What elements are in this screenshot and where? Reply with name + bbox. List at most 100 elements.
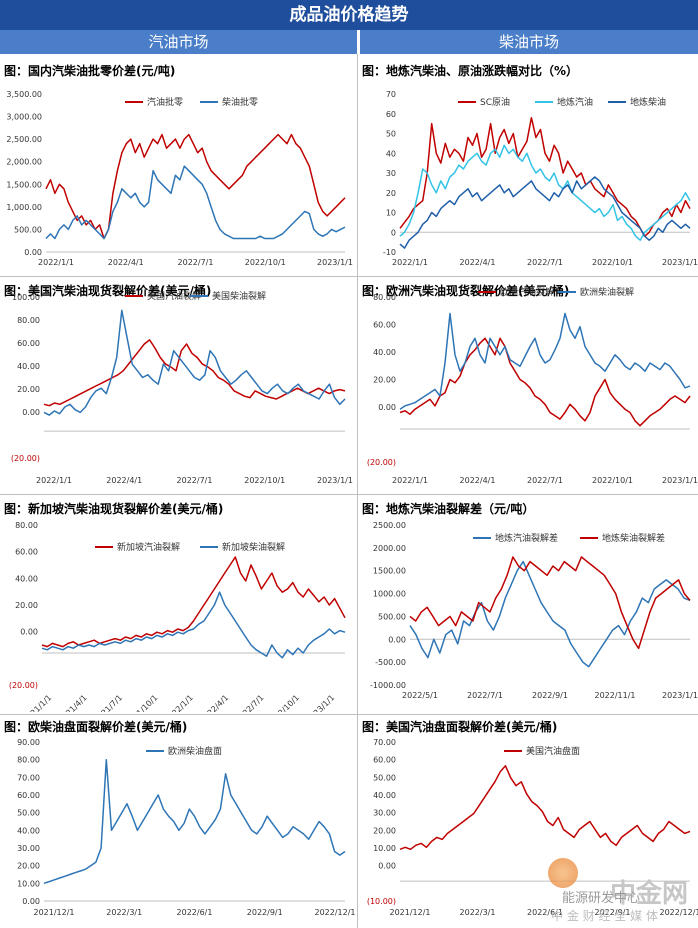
- y-tick-label: 90.00: [17, 738, 40, 747]
- x-tick-label: 2023/1/1: [317, 476, 353, 485]
- y-tick-label: 1,500.00: [6, 180, 42, 189]
- legend-label: 欧洲汽油裂解: [500, 286, 554, 298]
- y-tick-label: 2,500.00: [6, 135, 42, 144]
- x-tick-label: 2021/12/1: [33, 908, 74, 917]
- x-tick-label: 2022/1/1: [163, 693, 195, 712]
- legend-label: 柴油批零: [222, 96, 258, 108]
- y-tick-label: 0.00: [20, 628, 38, 637]
- x-tick-label: 2021/4/1: [57, 693, 89, 712]
- legend-label: 美国汽油盘面: [526, 745, 580, 757]
- chart-title: 图：美国汽油盘面裂解价差(美元/桶): [362, 720, 558, 734]
- x-tick-label: 2021/10/1: [124, 693, 159, 712]
- y-tick-label: 0.00: [22, 408, 40, 417]
- x-tick-label: 2022/1/1: [392, 258, 428, 267]
- y-tick-label: 0.00: [24, 248, 42, 257]
- chart-panel-local-refinery-change: 图：地炼汽柴油、原油涨跌幅对比（%） 70 60 50 40 30 20 10 0 -10 202…: [358, 62, 698, 274]
- x-tick-label: 2022/9/1: [595, 908, 631, 917]
- y-tick-label: 0: [391, 228, 396, 237]
- legend-label: 美国柴油裂解: [212, 290, 266, 302]
- y-tick-label: 30: [386, 169, 396, 178]
- y-tick-label: 500.00: [378, 612, 406, 621]
- y-tick-label: 20.00: [17, 385, 40, 394]
- x-tick-label: 2022/10/1: [266, 693, 301, 712]
- legend-label: 汽油批零: [147, 96, 183, 108]
- x-tick-label: 2022/9/1: [532, 691, 568, 700]
- y-tick-label: (20.00): [9, 681, 38, 690]
- y-tick-label: 60.00: [17, 791, 40, 800]
- legend-label: 欧洲柴油盘面: [168, 745, 222, 757]
- y-tick-label: 3,500.00: [6, 90, 42, 99]
- series-line: [43, 309, 346, 416]
- chart-domestic-retail-spread: 3,500.00 3,000.00 2,500.00 2,000.00 1,500.00…: [6, 90, 353, 267]
- watermark-brand: 中金网: [609, 879, 688, 909]
- y-tick-label: 10: [386, 209, 396, 218]
- y-tick-label: 60.00: [373, 321, 396, 330]
- y-tick-label: 80.00: [17, 756, 40, 765]
- x-tick-label: 2021/12/1: [389, 908, 430, 917]
- y-tick-label: -500.00: [375, 658, 406, 667]
- header-separator: [357, 30, 360, 54]
- x-tick-label: 2022/1/1: [392, 476, 428, 485]
- x-tick-label: 2022/4/1: [460, 476, 496, 485]
- y-tick-label: 80.00: [17, 316, 40, 325]
- y-tick-label: 70: [386, 90, 396, 99]
- series-line: [399, 144, 691, 241]
- x-tick-label: 2023/1/1: [662, 258, 698, 267]
- y-tick-label: -10: [383, 248, 396, 257]
- legend-label: 美国汽油裂解: [147, 290, 201, 302]
- x-tick-label: 2022/7/1: [234, 693, 266, 712]
- series-line: [399, 337, 691, 427]
- x-tick-label: 2022/3/1: [460, 908, 496, 917]
- y-tick-label: 10.00: [17, 879, 40, 888]
- legend-label: 地炼汽油: [557, 96, 593, 108]
- chart-panel-us-spot-crack: 图：美国汽柴油现货裂解价差(美元/桶) 100.00 80.00 60.00 40.0…: [0, 282, 357, 492]
- y-tick-label: 50.00: [373, 773, 396, 782]
- chart-eu-diesel-futures-crack: 90.00 80.00 70.00 60.00 50.00 40.00 30.00 20.00…: [17, 738, 355, 917]
- series-line: [45, 133, 346, 240]
- x-tick-label: 2022/1/1: [38, 258, 74, 267]
- y-tick-label: 50: [386, 130, 396, 139]
- legend-label: 地炼柴油裂解差: [602, 532, 665, 544]
- series-line: [43, 758, 346, 885]
- x-tick-label: 2022/12/1: [314, 908, 355, 917]
- page-title: 成品油价格趋势: [0, 0, 698, 30]
- diesel-market-header: 柴油市场: [360, 30, 698, 54]
- chart-panel-sg-spot-crack: 图：新加坡汽柴油现货裂解价差(美元/桶) 80.00 60.00 40.00 20.0…: [0, 500, 357, 712]
- y-tick-label: 0.00: [378, 862, 396, 871]
- x-tick-label: 2022/12/1: [659, 908, 698, 917]
- y-tick-label: 2500.00: [373, 521, 406, 530]
- series-line: [41, 556, 346, 648]
- chart-panel-us-gasoline-futures-crack: 图：美国汽油盘面裂解价差(美元/桶) 70.00 60.00 50.00 40.00 3…: [358, 718, 698, 928]
- legend-label: 新加坡柴油裂解: [222, 541, 285, 553]
- x-tick-label: 2022/4/1: [199, 693, 231, 712]
- column-divider: [357, 54, 358, 928]
- x-tick-label: 2023/1/1: [662, 476, 698, 485]
- y-tick-label: 60.00: [373, 756, 396, 765]
- y-tick-label: 100.00: [12, 293, 40, 302]
- watermark-sub2: 中 金 财 经 全 媒 体: [551, 909, 658, 923]
- x-tick-label: 2022/10/1: [592, 258, 633, 267]
- x-tick-label: 2022/1/1: [36, 476, 72, 485]
- x-tick-label: 2022/3/1: [106, 908, 142, 917]
- y-tick-label: 1,000.00: [6, 203, 42, 212]
- series-line: [45, 165, 346, 240]
- y-tick-label: 0.00: [22, 897, 40, 906]
- chart-us-gasoline-futures-crack: 70.00 60.00 50.00 40.00 30.00 20.00 10.00 0.00 (…: [367, 738, 698, 917]
- y-tick-label: 10.00: [373, 844, 396, 853]
- x-tick-label: 2023/1/1: [317, 258, 353, 267]
- y-tick-label: 40.00: [373, 348, 396, 357]
- y-tick-label: 500.00: [14, 225, 42, 234]
- chart-eu-spot-crack: 80.00 60.00 40.00 20.00 0.00 (20.00) 2022/1/1 2…: [367, 286, 698, 485]
- chart-title: 图：美国汽柴油现货裂解价差(美元/桶): [4, 284, 212, 298]
- y-tick-label: 60: [386, 110, 396, 119]
- legend-label: 地炼汽油裂解差: [495, 532, 558, 544]
- y-tick-label: (10.00): [367, 897, 396, 906]
- series-line: [399, 176, 691, 249]
- legend-label: 地炼柴油: [630, 96, 666, 108]
- x-tick-label: 2021/1/1: [22, 693, 54, 712]
- y-tick-label: 40.00: [15, 574, 38, 583]
- series-line: [399, 765, 691, 851]
- legend-label: 欧洲柴油裂解: [580, 286, 634, 298]
